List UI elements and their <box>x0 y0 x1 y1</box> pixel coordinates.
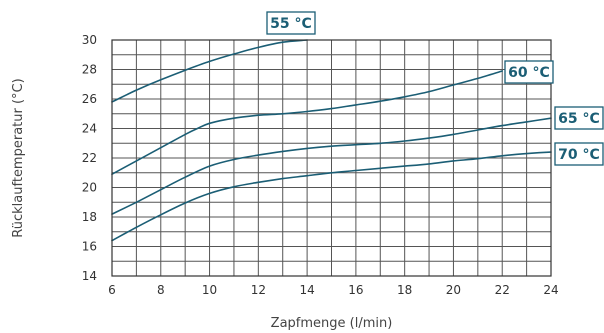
series-line <box>111 117 552 215</box>
series-label-box <box>554 106 604 130</box>
y-tick-label: 26 <box>82 92 97 106</box>
x-tick-label: 14 <box>299 283 314 297</box>
x-tick-label: 12 <box>251 283 266 297</box>
y-tick-label: 18 <box>82 210 97 224</box>
x-tick-label: 10 <box>202 283 217 297</box>
series-line <box>111 151 552 242</box>
y-tick-label: 20 <box>82 181 97 195</box>
grid <box>111 39 552 277</box>
series-label: 55 °C <box>266 11 316 35</box>
y-tick-label: 24 <box>82 122 97 136</box>
y-tick-label: 16 <box>82 240 97 254</box>
series-line <box>111 39 308 103</box>
x-tick-label: 22 <box>495 283 510 297</box>
series-labels: 55 °C 60 °C 65 °C 70 °C <box>266 11 604 166</box>
x-tick-label: 20 <box>446 283 461 297</box>
x-tick-label: 24 <box>543 283 558 297</box>
x-axis-label: Zapfmenge (l/min) <box>271 316 393 331</box>
y-tick-label: 22 <box>82 151 97 165</box>
y-tick-label: 30 <box>82 33 97 47</box>
series-label-text: 70 °C <box>558 147 600 163</box>
plot-frame <box>111 39 552 277</box>
series-label: 60 °C <box>504 60 554 84</box>
series-label-box <box>266 11 316 35</box>
x-tick-label: 6 <box>108 283 116 297</box>
series-label-box <box>554 142 604 166</box>
curves <box>111 39 552 242</box>
series-label: 70 °C <box>554 142 604 166</box>
x-tick-label: 18 <box>397 283 412 297</box>
series-label-text: 65 °C <box>558 111 600 127</box>
y-tick-label: 28 <box>82 63 97 77</box>
series-label: 65 °C <box>554 106 604 130</box>
series-line <box>111 70 503 175</box>
series-label-text: 60 °C <box>508 65 550 81</box>
series-label-box <box>504 60 554 84</box>
x-tick-label: 8 <box>157 283 165 297</box>
x-tick-label: 16 <box>348 283 363 297</box>
y-axis-label: Rücklauftemperatur (°C) <box>11 78 26 237</box>
tick-labels: 6 8 10 12 14 16 18 20 22 24 14 16 18 20 22 24 26 28 30 <box>82 33 559 297</box>
y-tick-label: 14 <box>82 269 97 283</box>
series-label-text: 55 °C <box>270 16 312 32</box>
